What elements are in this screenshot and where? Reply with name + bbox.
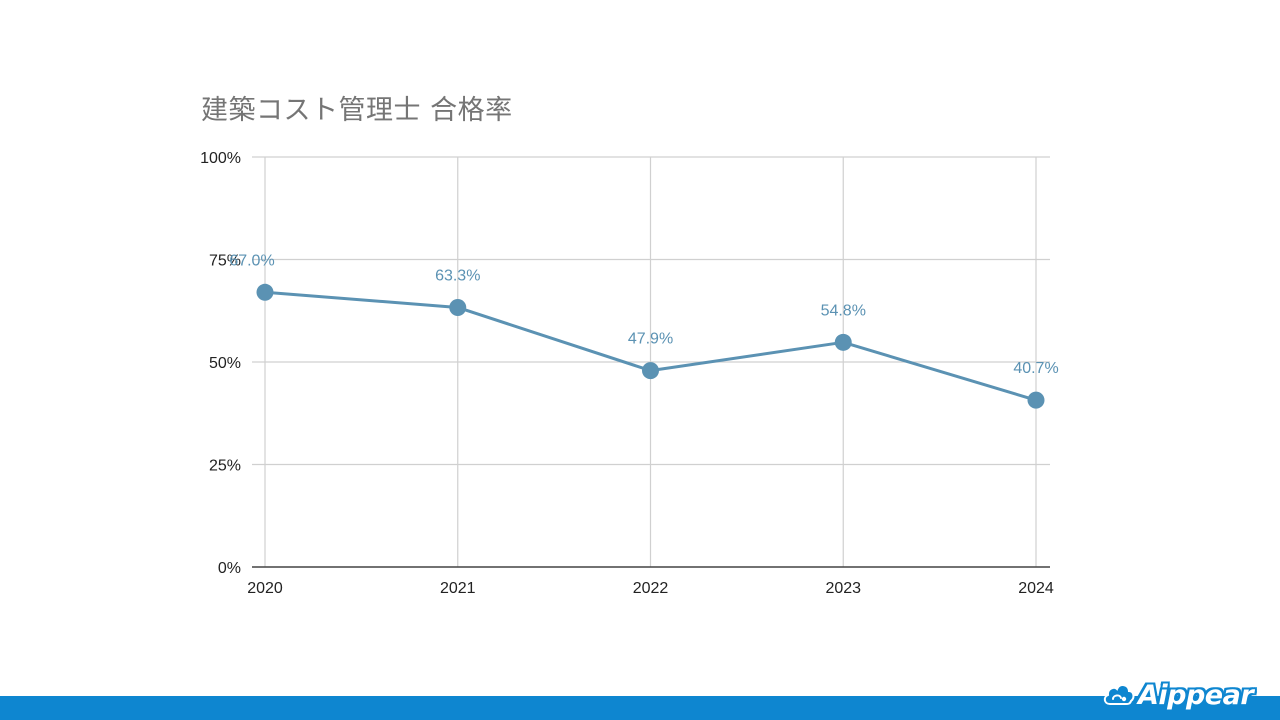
- cloud-icon: [1103, 684, 1135, 705]
- data-label: 67.0%: [229, 252, 274, 269]
- y-tick-label: 100%: [200, 150, 241, 167]
- x-tick-label: 2023: [825, 580, 861, 597]
- x-tick-label: 2024: [1018, 580, 1054, 597]
- chart-title: 建築コスト管理士 合格率: [201, 95, 513, 126]
- data-label: 40.7%: [1013, 360, 1058, 377]
- data-point: [1027, 391, 1045, 409]
- x-tick-label: 2020: [247, 580, 283, 597]
- data-point: [642, 362, 659, 380]
- data-point: [256, 283, 274, 301]
- x-tick-label: 2022: [633, 580, 669, 597]
- y-tick-label: 75%: [209, 253, 241, 270]
- brand-name: Aippear: [1138, 679, 1254, 711]
- y-tick-label: 0%: [218, 560, 241, 577]
- y-tick-label: 50%: [209, 355, 241, 372]
- brand-logo: Aippear: [1102, 678, 1254, 712]
- footer-bar: [0, 696, 1280, 720]
- y-tick-label: 25%: [209, 458, 241, 475]
- data-label: 63.3%: [435, 267, 480, 284]
- data-label: 54.8%: [821, 302, 866, 319]
- x-tick-label: 2021: [440, 580, 476, 597]
- data-point: [834, 333, 852, 351]
- data-label: 47.9%: [628, 331, 673, 348]
- data-point: [449, 298, 467, 316]
